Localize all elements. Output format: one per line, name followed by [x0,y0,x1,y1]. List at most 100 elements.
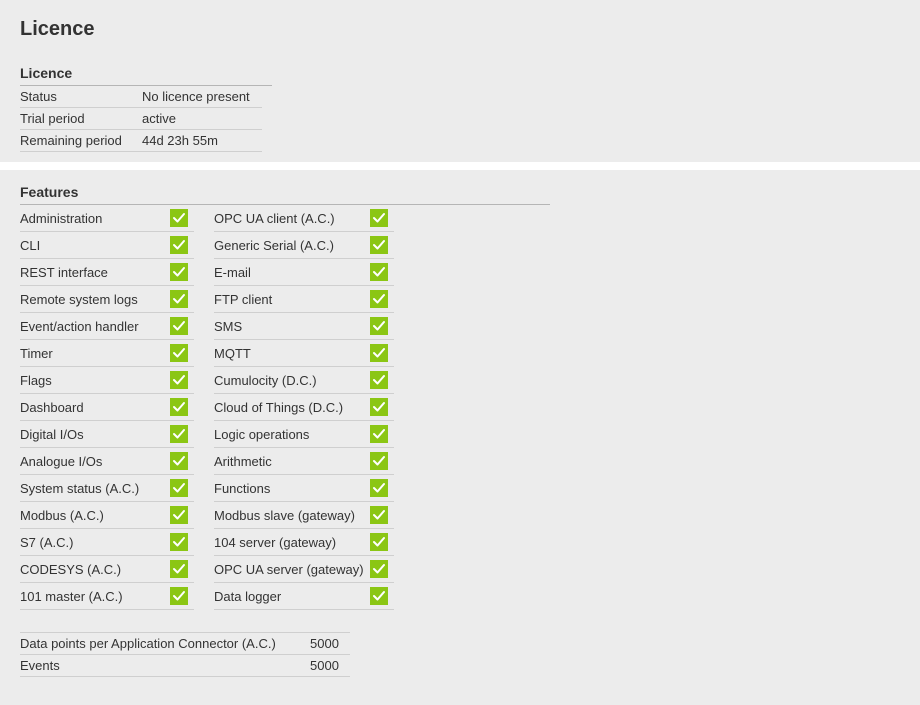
feature-row: Remote system logs [20,286,194,313]
feature-label: FTP client [214,286,370,313]
feature-label: 101 master (A.C.) [20,583,170,610]
check-icon [370,263,388,281]
feature-row: Timer [20,340,194,367]
feature-status [370,286,394,313]
check-icon [170,371,188,389]
limits-table: Data points per Application Connector (A… [20,632,350,677]
licence-row: Remaining period44d 23h 55m [20,130,262,152]
check-icon [370,560,388,578]
feature-row: Flags [20,367,194,394]
feature-row: Generic Serial (A.C.) [214,232,394,259]
feature-status [170,286,194,313]
feature-row: Arithmetic [214,448,394,475]
check-icon [170,587,188,605]
check-icon [370,479,388,497]
feature-status [370,529,394,556]
feature-row: FTP client [214,286,394,313]
feature-status [170,205,194,232]
licence-section-title: Licence [20,65,272,86]
check-icon [370,209,388,227]
feature-row: Modbus slave (gateway) [214,502,394,529]
feature-label: REST interface [20,259,170,286]
feature-status [170,448,194,475]
feature-row: Logic operations [214,421,394,448]
features-table-right: OPC UA client (A.C.)Generic Serial (A.C.… [214,205,394,610]
check-icon [370,398,388,416]
feature-status [170,259,194,286]
feature-label: Analogue I/Os [20,448,170,475]
feature-row: Functions [214,475,394,502]
feature-row: System status (A.C.) [20,475,194,502]
feature-row: OPC UA server (gateway) [214,556,394,583]
feature-row: Analogue I/Os [20,448,194,475]
check-icon [170,560,188,578]
feature-status [370,367,394,394]
feature-row: Cloud of Things (D.C.) [214,394,394,421]
feature-row: Modbus (A.C.) [20,502,194,529]
licence-row-key: Status [20,86,142,108]
feature-status [170,583,194,610]
feature-row: 104 server (gateway) [214,529,394,556]
feature-status [170,529,194,556]
feature-status [170,394,194,421]
feature-label: Cumulocity (D.C.) [214,367,370,394]
feature-status [170,367,194,394]
feature-label: Data logger [214,583,370,610]
feature-label: MQTT [214,340,370,367]
feature-status [170,475,194,502]
feature-status [370,232,394,259]
check-icon [370,425,388,443]
check-icon [170,236,188,254]
feature-label: System status (A.C.) [20,475,170,502]
licence-table: StatusNo licence presentTrial periodacti… [20,86,262,152]
licence-row-value: active [142,108,262,130]
feature-label: Generic Serial (A.C.) [214,232,370,259]
licence-row-key: Trial period [20,108,142,130]
limits-row-value: 5000 [310,633,350,655]
limits-row-key: Events [20,655,310,677]
feature-row: Cumulocity (D.C.) [214,367,394,394]
feature-status [370,340,394,367]
feature-status [370,259,394,286]
check-icon [370,236,388,254]
feature-label: Modbus (A.C.) [20,502,170,529]
check-icon [170,398,188,416]
feature-label: S7 (A.C.) [20,529,170,556]
check-icon [170,506,188,524]
check-icon [170,533,188,551]
feature-label: CLI [20,232,170,259]
feature-status [370,475,394,502]
check-icon [370,587,388,605]
feature-label: Event/action handler [20,313,170,340]
check-icon [370,317,388,335]
feature-status [170,313,194,340]
feature-label: Functions [214,475,370,502]
check-icon [370,506,388,524]
feature-label: E-mail [214,259,370,286]
check-icon [370,344,388,362]
feature-row: REST interface [20,259,194,286]
check-icon [170,479,188,497]
check-icon [170,317,188,335]
limits-row: Data points per Application Connector (A… [20,633,350,655]
feature-label: Cloud of Things (D.C.) [214,394,370,421]
feature-row: OPC UA client (A.C.) [214,205,394,232]
feature-status [170,502,194,529]
limits-row-value: 5000 [310,655,350,677]
feature-row: MQTT [214,340,394,367]
feature-status [170,340,194,367]
feature-label: Dashboard [20,394,170,421]
feature-status [170,232,194,259]
check-icon [170,344,188,362]
check-icon [170,452,188,470]
limits-row-key: Data points per Application Connector (A… [20,633,310,655]
feature-label: Flags [20,367,170,394]
feature-row: CLI [20,232,194,259]
feature-status [370,556,394,583]
check-icon [370,371,388,389]
limits-row: Events5000 [20,655,350,677]
feature-row: Dashboard [20,394,194,421]
check-icon [170,290,188,308]
feature-row: SMS [214,313,394,340]
check-icon [370,290,388,308]
